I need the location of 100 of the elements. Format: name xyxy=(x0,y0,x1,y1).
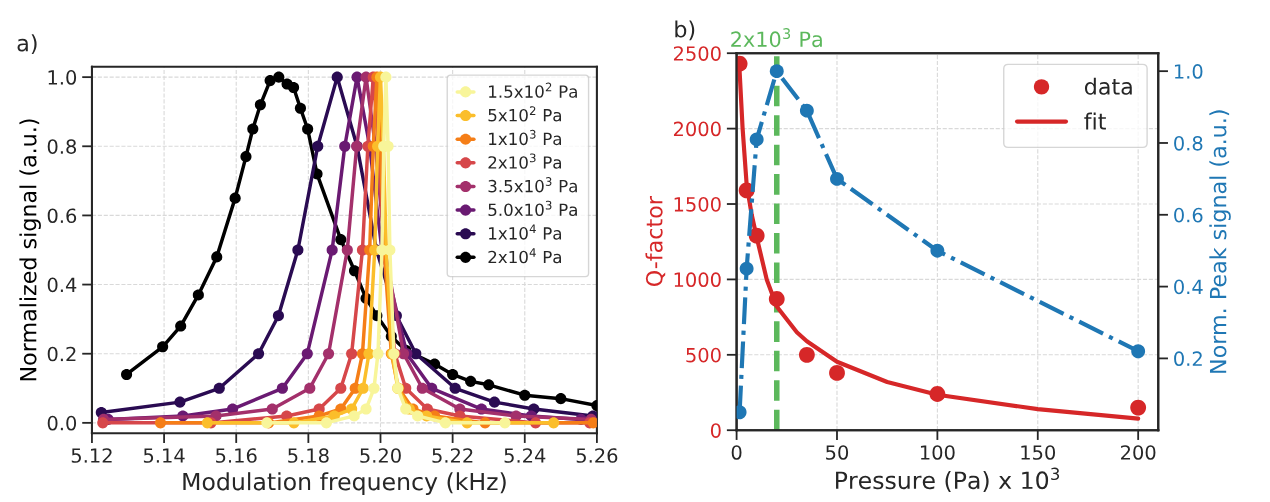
y2-tick-label: 1.0 xyxy=(1174,64,1203,79)
point xyxy=(320,417,332,429)
legend-label: 2x10$^{3}$ Pa xyxy=(488,153,561,169)
y-tick-label: 1.0 xyxy=(48,70,77,85)
point xyxy=(483,379,495,391)
point xyxy=(346,348,358,360)
point xyxy=(335,234,347,246)
text: b) xyxy=(675,20,695,41)
point xyxy=(97,417,109,429)
point xyxy=(157,341,169,353)
x-tick-label: 5.12 xyxy=(71,448,112,463)
x-tick-label: 5.20 xyxy=(360,448,401,463)
point xyxy=(519,389,531,401)
point xyxy=(288,81,300,94)
x-tick-label: 150 xyxy=(1021,445,1056,460)
legend-label: data xyxy=(1084,77,1132,95)
point xyxy=(266,403,278,415)
y-tick-label: 500 xyxy=(686,347,721,363)
point xyxy=(213,382,225,394)
y-tick-label: 1500 xyxy=(674,196,721,212)
legend-label: fit xyxy=(1084,112,1106,130)
point xyxy=(929,386,946,402)
y-tick-label: 0.4 xyxy=(47,277,77,293)
point xyxy=(253,348,265,360)
y2-tick-label: 0.4 xyxy=(1174,279,1203,295)
x-tick-label: 5.22 xyxy=(432,448,473,463)
legend-label: 3.5x10$^{3}$ Pa xyxy=(488,177,577,193)
point xyxy=(348,410,360,422)
x-axis-title: Modulation frequency (kHz) xyxy=(183,472,506,496)
point xyxy=(799,103,814,118)
point xyxy=(292,244,304,256)
x-tick-label: 5.14 xyxy=(143,448,185,463)
point xyxy=(326,244,338,256)
point xyxy=(465,375,477,387)
point xyxy=(488,396,501,408)
point xyxy=(276,382,288,394)
point xyxy=(1130,399,1147,416)
point xyxy=(449,382,461,394)
point xyxy=(380,71,392,83)
point xyxy=(439,417,451,429)
point xyxy=(174,396,186,408)
point xyxy=(312,140,324,152)
y-tick-label: 0.8 xyxy=(47,139,77,154)
x-tick-label: 5.26 xyxy=(576,448,618,463)
x-tick-label: 5.24 xyxy=(504,448,546,463)
point xyxy=(294,102,306,114)
point xyxy=(323,348,335,360)
legend-label: 1x10$^{4}$ Pa xyxy=(489,224,561,240)
point xyxy=(749,132,764,147)
point xyxy=(192,289,204,301)
y-tick-label: 0.0 xyxy=(47,415,77,431)
x-tick-label: 100 xyxy=(920,445,955,460)
y-tick-label: 2500 xyxy=(673,46,721,61)
point xyxy=(211,251,223,263)
point xyxy=(798,346,815,363)
point xyxy=(357,382,369,394)
point xyxy=(339,140,351,152)
legend-label: 1x10$^{3}$ Pa xyxy=(489,129,561,146)
legend-label: 5x10$^{2}$ Pa xyxy=(488,106,561,122)
point xyxy=(201,417,213,429)
y-tick-label: 0.6 xyxy=(47,208,77,224)
point xyxy=(273,71,285,83)
x-tick-label: 0 xyxy=(731,445,742,460)
point xyxy=(302,123,314,135)
point xyxy=(121,368,133,381)
ref-line-label: 2x10$^{3}$ Pa xyxy=(731,28,822,48)
point xyxy=(304,382,316,394)
point xyxy=(372,348,384,360)
y-tick-label: 1000 xyxy=(674,272,721,288)
point xyxy=(154,417,167,429)
y2-tick-label: 0.2 xyxy=(1174,351,1202,367)
point xyxy=(360,403,372,415)
point xyxy=(301,348,313,360)
point xyxy=(548,417,560,429)
x-tick-label: 5.18 xyxy=(288,448,329,463)
point xyxy=(555,393,567,405)
point xyxy=(447,368,459,381)
point xyxy=(829,364,845,381)
point xyxy=(499,417,511,429)
y-tick-label: 0.2 xyxy=(47,346,76,362)
y2-tick-label: 0.6 xyxy=(1174,207,1203,223)
x-tick-label: 50 xyxy=(826,445,849,460)
point xyxy=(240,151,252,163)
point xyxy=(272,310,284,322)
point xyxy=(412,410,424,422)
point xyxy=(739,261,754,276)
point xyxy=(769,64,784,79)
point xyxy=(830,171,844,186)
point xyxy=(335,382,347,394)
point xyxy=(254,99,266,111)
y-axis-title: Q-factor xyxy=(645,196,666,287)
y-tick-label: 2000 xyxy=(673,121,721,137)
y2-tick-label: 0.8 xyxy=(1174,135,1203,151)
point xyxy=(1131,344,1146,359)
x-axis-title: Pressure (Pa) x 10$^{3}$ xyxy=(836,467,1060,492)
point xyxy=(175,320,187,332)
point xyxy=(416,382,428,394)
point xyxy=(341,244,353,256)
point xyxy=(247,123,259,135)
point xyxy=(748,227,765,244)
